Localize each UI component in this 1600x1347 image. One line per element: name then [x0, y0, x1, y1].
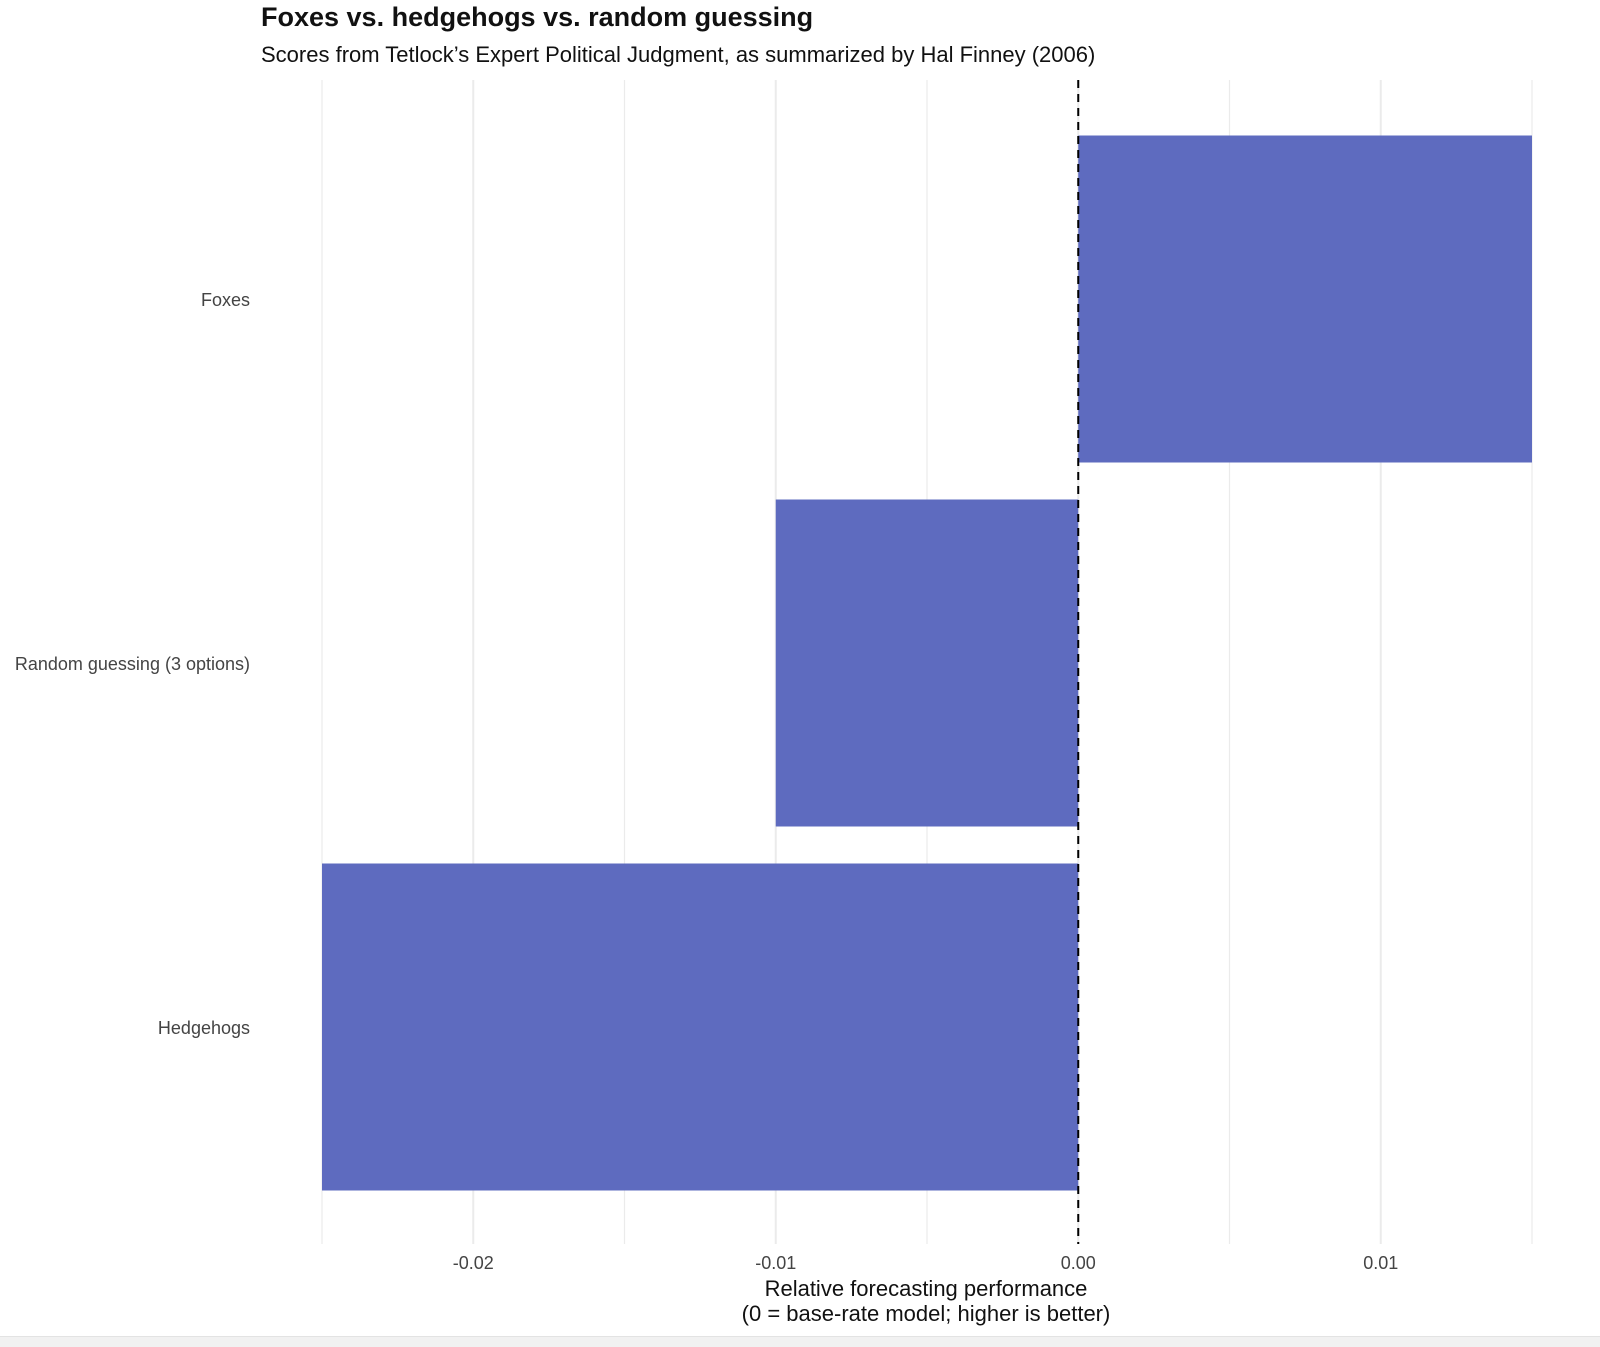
category-label-foxes: Foxes — [201, 290, 250, 310]
category-label-random-guessing-3-options: Random guessing (3 options) — [15, 654, 250, 674]
chart-title: Foxes vs. hedgehogs vs. random guessing — [261, 2, 814, 32]
bottom-strip — [0, 1336, 1600, 1347]
x-tick-label: 0.00 — [1061, 1253, 1096, 1273]
bar-hedgehogs — [322, 863, 1079, 1191]
bar-random-guessing-3-options — [775, 499, 1079, 827]
category-labels: Foxes Random guessing (3 options) Hedgehog… — [15, 290, 250, 1038]
x-axis-title-line1: Relative forecasting performance — [765, 1276, 1088, 1301]
x-axis-title-line2: (0 = base-rate model; higher is better) — [742, 1301, 1111, 1326]
chart-subtitle: Scores from Tetlock’s Expert Political J… — [261, 42, 1096, 67]
bars — [322, 135, 1532, 1191]
x-tick-label: 0.01 — [1363, 1253, 1398, 1273]
x-tick-label: -0.01 — [755, 1253, 796, 1273]
x-tick-labels: -0.02 -0.01 0.00 0.01 — [453, 1253, 1399, 1273]
x-tick-label: -0.02 — [453, 1253, 494, 1273]
category-label-hedgehogs: Hedgehogs — [158, 1018, 250, 1038]
bar-foxes — [1078, 135, 1532, 463]
